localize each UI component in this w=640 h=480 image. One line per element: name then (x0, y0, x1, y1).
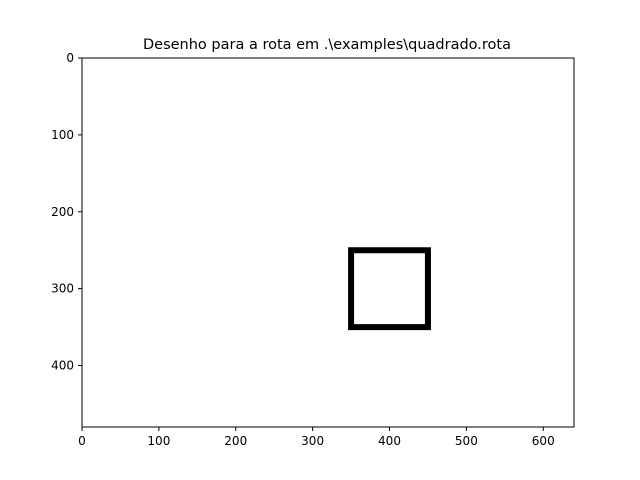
y-tick-label: 100 (51, 128, 74, 142)
x-tick-label: 400 (378, 434, 401, 448)
axes-frame (81, 57, 575, 428)
x-tick-label: 0 (78, 434, 86, 448)
y-tick-label: 200 (51, 205, 74, 219)
y-axis: 0 100 200 300 400 (51, 51, 82, 373)
x-tick-label: 100 (147, 434, 170, 448)
plot-area (348, 247, 431, 331)
x-tick-label: 300 (301, 434, 324, 448)
x-axis: 0 100 200 300 400 500 600 (78, 427, 555, 448)
x-tick-label: 200 (224, 434, 247, 448)
y-tick-label: 400 (51, 359, 74, 373)
y-tick-label: 0 (66, 51, 74, 65)
x-tick-label: 500 (455, 434, 478, 448)
y-tick-label: 300 (51, 282, 74, 296)
x-tick-label: 600 (532, 434, 555, 448)
route-line-0 (348, 247, 431, 331)
chart-title: Desenho para a rota em .\examples\quadra… (143, 37, 511, 53)
